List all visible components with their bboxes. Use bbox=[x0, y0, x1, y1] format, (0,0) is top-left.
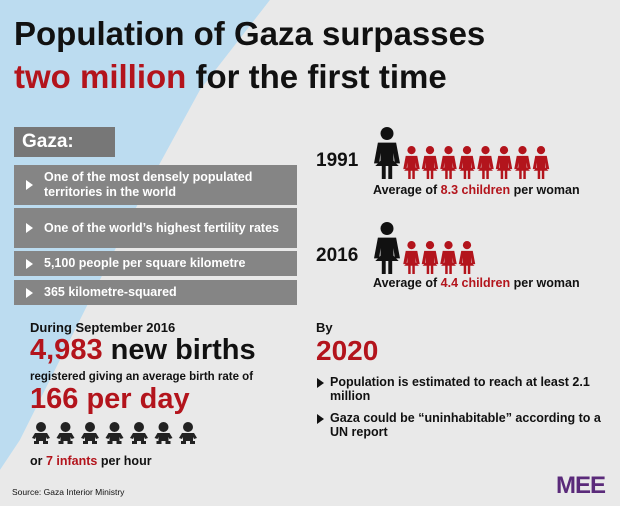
births-count-line: 4,983 new births bbox=[30, 334, 256, 367]
facts-heading: Gaza: bbox=[14, 127, 115, 157]
hourly-line: or 7 infants per hour bbox=[30, 454, 152, 468]
title-highlight: two million bbox=[14, 58, 187, 95]
title-text: for the first time bbox=[195, 58, 447, 95]
title-line: two million for the first time bbox=[14, 57, 447, 97]
text: Average of bbox=[373, 183, 438, 197]
outlook-item: Gaza could be “uninhabitable” according … bbox=[316, 411, 606, 439]
fact-item: 365 kilometre-squared bbox=[14, 280, 297, 305]
births-description: registered giving an average birth rate … bbox=[30, 371, 254, 383]
year-label: 1991 bbox=[316, 150, 359, 171]
outlook-item: Population is estimated to reach at leas… bbox=[316, 375, 606, 403]
highlight: 4.4 children bbox=[440, 276, 511, 290]
text: Average of bbox=[373, 276, 438, 290]
outlook-label: By bbox=[316, 320, 333, 335]
logo: MEE bbox=[556, 472, 606, 499]
highlight: 8.3 children bbox=[440, 183, 511, 197]
text: per hour bbox=[100, 454, 152, 468]
highlight: 7 infants bbox=[45, 454, 98, 468]
year-label: 2016 bbox=[316, 245, 359, 266]
births-period: During September 2016 bbox=[30, 320, 176, 335]
births-rate: 166 per day bbox=[30, 383, 190, 415]
title-text: Population of Gaza surpasses bbox=[14, 15, 486, 52]
outlook-year: 2020 bbox=[316, 335, 379, 366]
sea bbox=[0, 0, 270, 470]
fertility-text: Average of 4.4 children per woman bbox=[373, 276, 580, 290]
title-line: Population of Gaza surpasses bbox=[14, 14, 485, 54]
text: or bbox=[30, 454, 43, 468]
source: Source: Gaza Interior Ministry bbox=[12, 487, 125, 497]
text: new births bbox=[110, 334, 256, 366]
text: per woman bbox=[513, 183, 580, 197]
fact-item: One of the most densely populated territ… bbox=[14, 165, 297, 205]
text: per woman bbox=[513, 276, 580, 290]
fact-item: One of the world’s highest fertility rat… bbox=[14, 208, 297, 248]
births-count: 4,983 bbox=[30, 334, 103, 366]
fact-item: 5,100 people per square kilometre bbox=[14, 251, 297, 276]
fertility-text: Average of 8.3 children per woman bbox=[373, 183, 580, 197]
